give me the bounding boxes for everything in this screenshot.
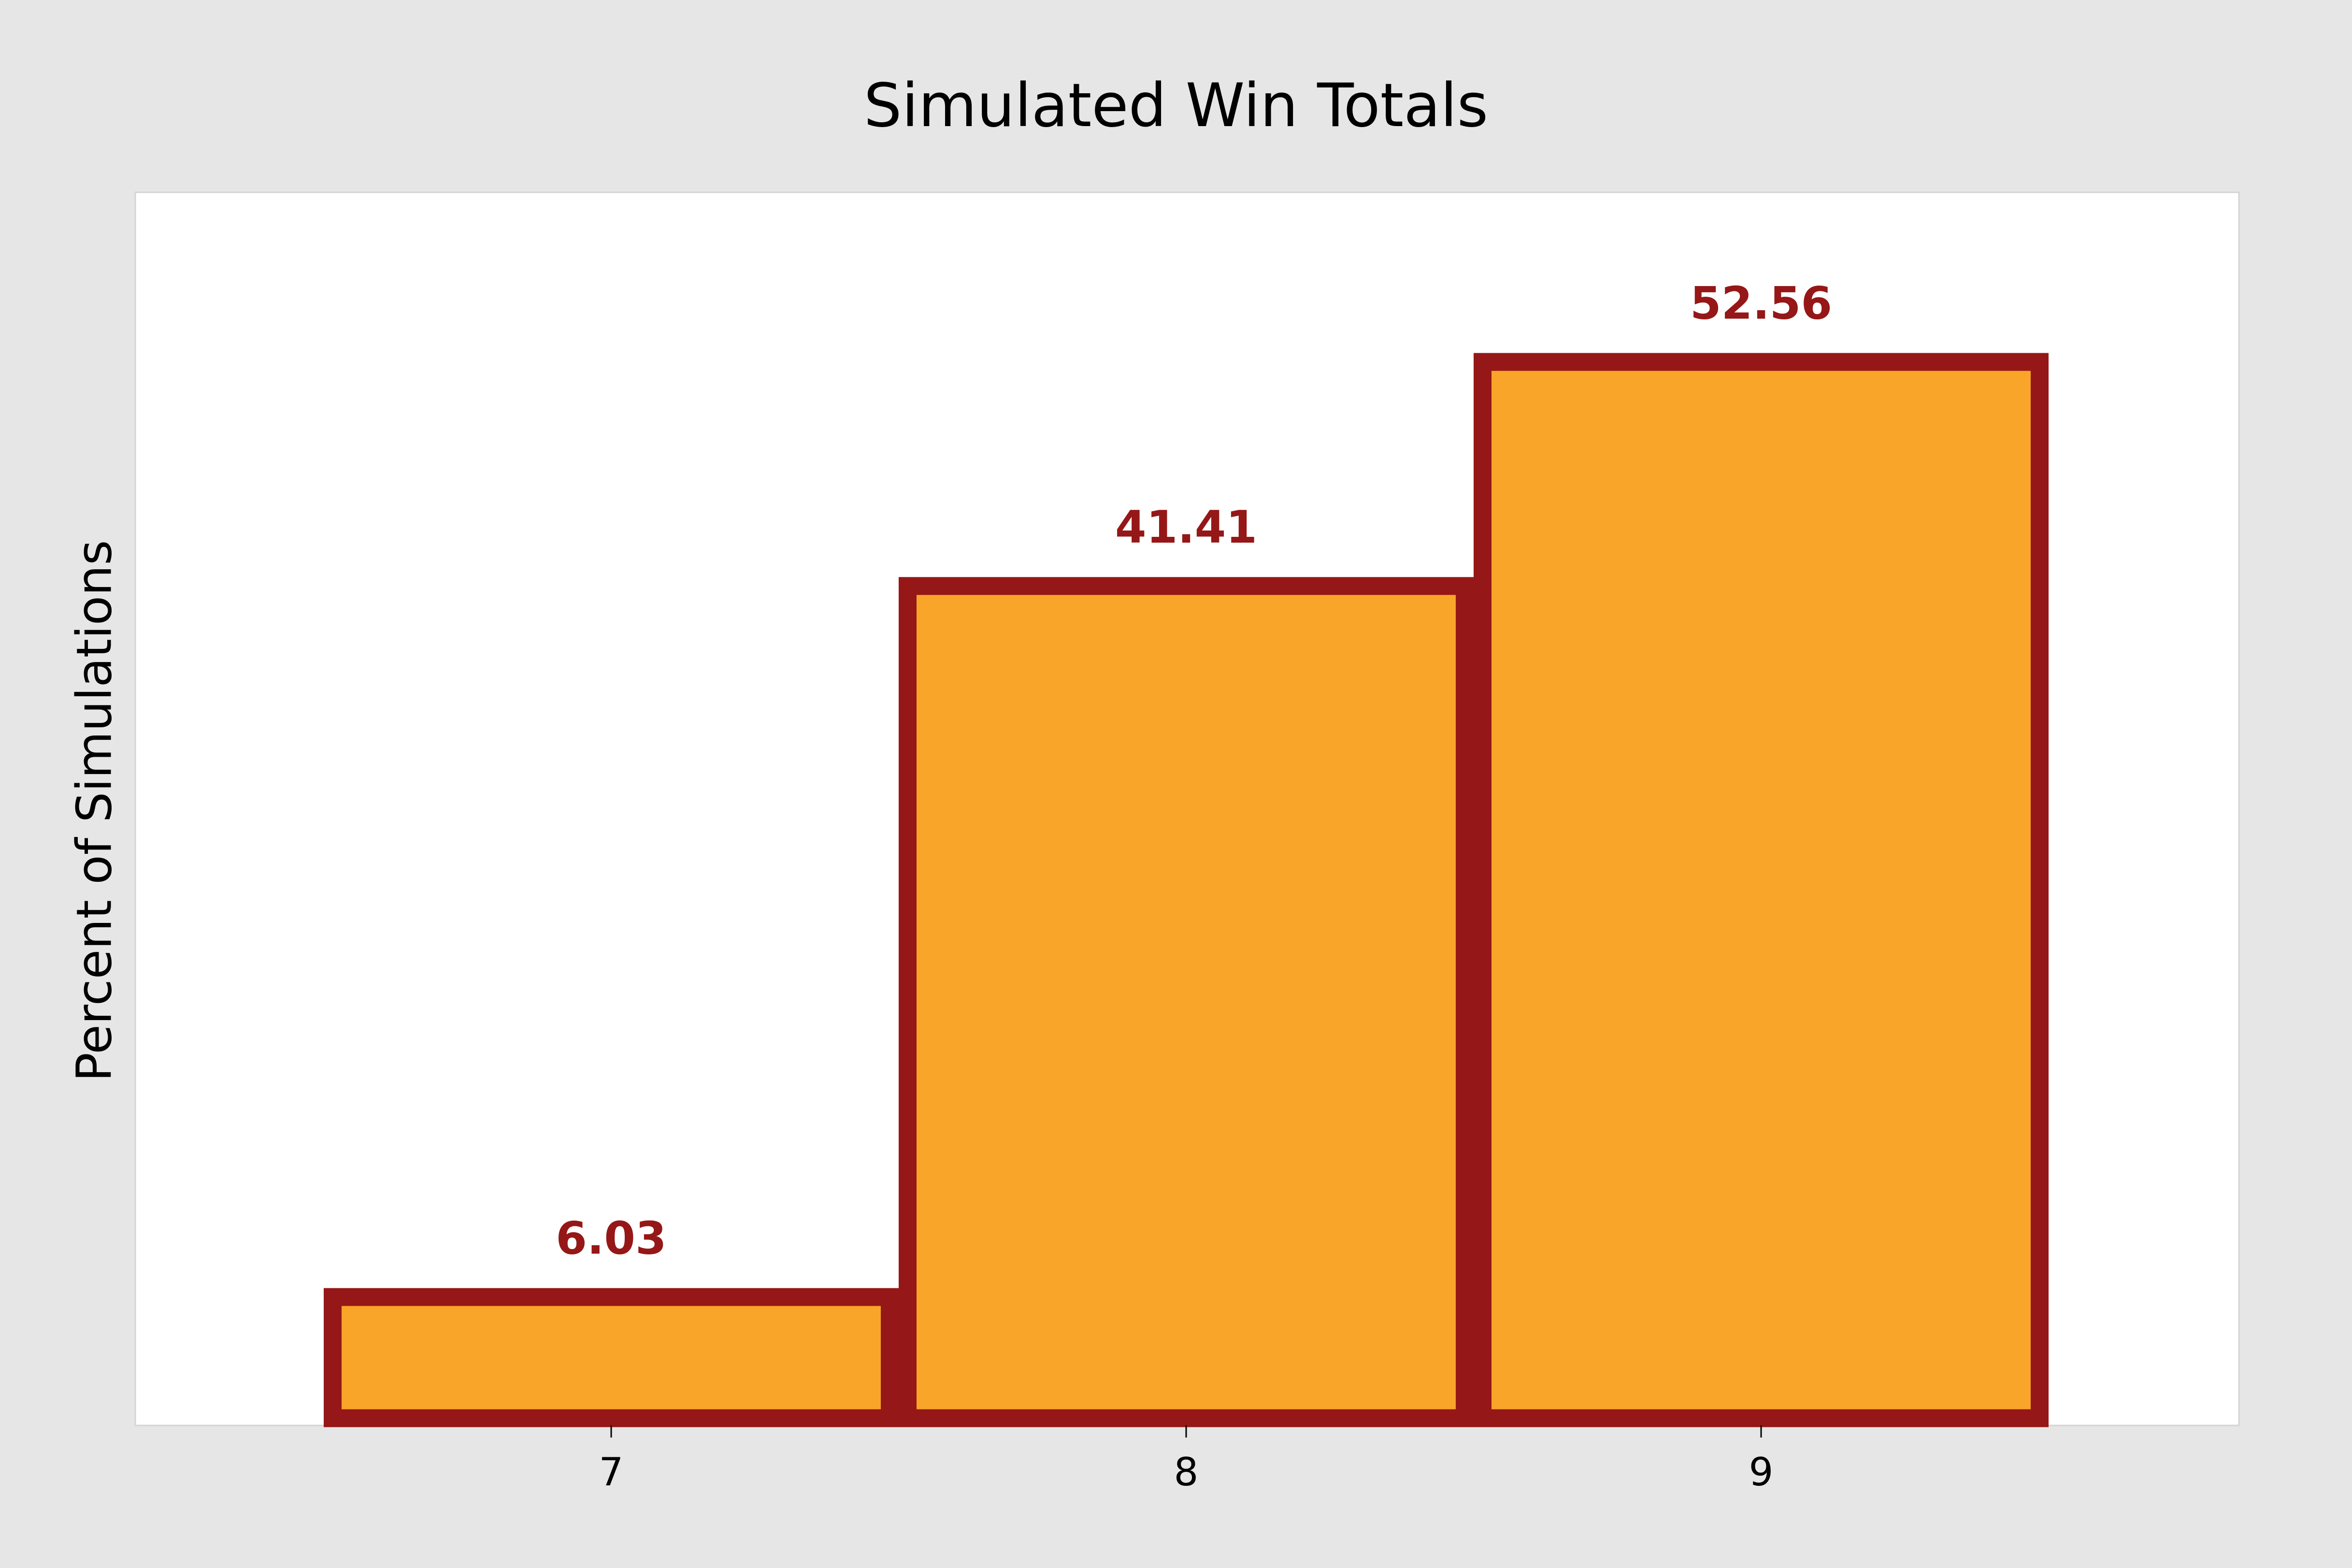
x-tick-label: 9 <box>1749 1450 1774 1495</box>
chart-title: Simulated Win Totals <box>864 71 1489 141</box>
x-tick-label: 7 <box>599 1450 624 1495</box>
y-axis-label: Percent of Simulations <box>66 540 122 1082</box>
bar <box>1474 353 2049 1427</box>
value-label: 6.03 <box>556 1212 666 1265</box>
value-label: 52.56 <box>1690 277 1832 329</box>
value-label: 41.41 <box>1115 501 1257 553</box>
bar <box>899 577 1474 1427</box>
bar <box>324 1288 899 1427</box>
x-tick-label: 8 <box>1174 1450 1199 1495</box>
